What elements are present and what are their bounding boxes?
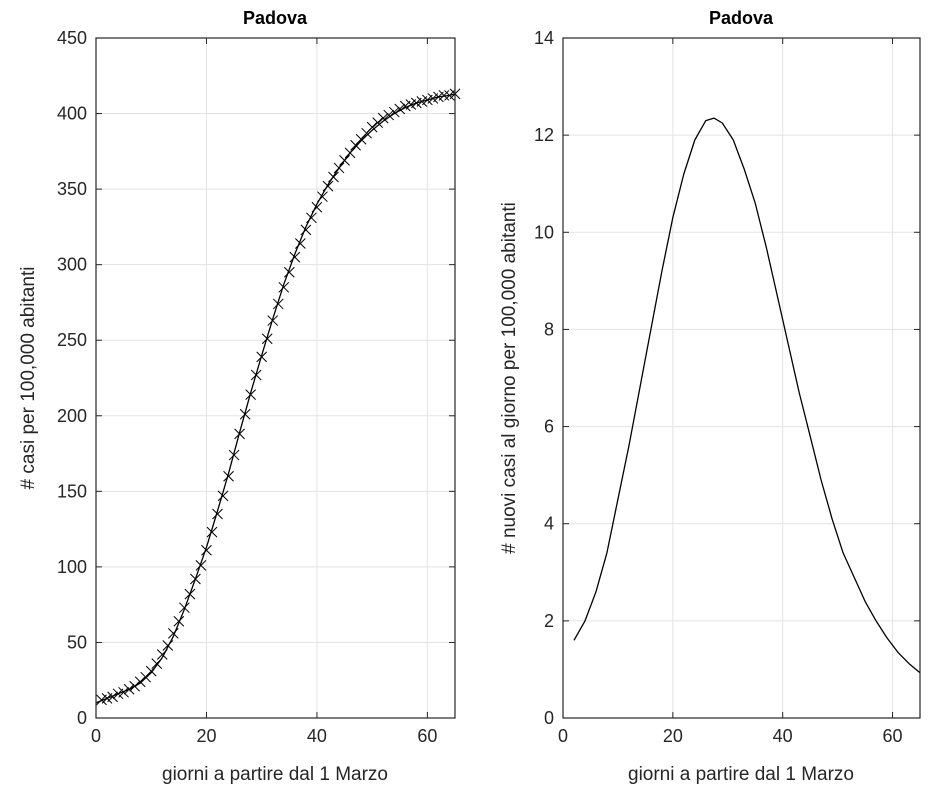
data-point-marker bbox=[162, 640, 174, 651]
axes-box bbox=[562, 37, 921, 719]
chart-title-left: Padova bbox=[243, 8, 308, 28]
x-tick-label: 0 bbox=[558, 726, 568, 746]
data-point-marker bbox=[217, 490, 229, 502]
y-tick-label: 300 bbox=[57, 255, 87, 275]
data-point-marker bbox=[438, 90, 450, 101]
y-tick-label: 400 bbox=[57, 104, 87, 124]
data-point-marker bbox=[278, 281, 290, 293]
y-axis-label-left: # casi per 100,000 abitanti bbox=[18, 267, 39, 490]
y-tick-label: 4 bbox=[544, 514, 554, 534]
series-line-fit bbox=[95, 93, 456, 704]
x-tick-label: 60 bbox=[417, 726, 437, 746]
y-tick-label: 12 bbox=[534, 125, 554, 145]
data-point-marker bbox=[283, 266, 295, 278]
data-point-marker bbox=[201, 544, 212, 556]
y-tick-label: 350 bbox=[57, 179, 87, 199]
y-axis-label-right: # nuovi casi al giorno per 100,000 abita… bbox=[499, 202, 520, 554]
x-tick-label: 20 bbox=[663, 726, 683, 746]
data-point-marker bbox=[107, 691, 118, 703]
y-tick-label: 450 bbox=[57, 28, 87, 48]
data-point-marker bbox=[212, 508, 223, 520]
y-tick-label: 150 bbox=[57, 481, 87, 501]
y-tick-label: 10 bbox=[534, 222, 554, 242]
y-tick-label: 2 bbox=[544, 611, 554, 631]
x-axis-label-left: giorni a partire dal 1 Marzo bbox=[162, 764, 388, 785]
x-tick-label: 40 bbox=[773, 726, 793, 746]
data-point-marker bbox=[289, 251, 301, 263]
data-point-marker bbox=[383, 109, 395, 121]
x-axis-label-right: giorni a partire dal 1 Marzo bbox=[628, 764, 854, 785]
axes-daily-new-cases: 0 20 40 60 0 2 4 6 8 10 12 14 Padova giorni a partire… bbox=[499, 8, 921, 785]
y-tick-label: 6 bbox=[544, 417, 554, 437]
y-tick-label: 0 bbox=[77, 708, 87, 728]
x-tick-label: 20 bbox=[196, 726, 216, 746]
y-tick-label: 200 bbox=[57, 406, 87, 426]
y-tick-label: 8 bbox=[544, 319, 554, 339]
y-tick-label: 14 bbox=[534, 28, 554, 48]
data-point-marker bbox=[295, 238, 306, 249]
data-point-marker bbox=[272, 298, 284, 310]
data-point-marker bbox=[118, 686, 129, 698]
data-point-marker bbox=[206, 526, 218, 538]
data-point-marker bbox=[300, 224, 312, 236]
plot-area bbox=[96, 38, 455, 718]
y-tick-label: 250 bbox=[57, 330, 87, 350]
series-line-nuovi-casi bbox=[573, 117, 921, 674]
y-tick-label: 100 bbox=[57, 557, 87, 577]
x-tick-label: 40 bbox=[307, 726, 327, 746]
x-tick-label: 0 bbox=[91, 726, 101, 746]
y-tick-label: 0 bbox=[544, 708, 554, 728]
data-point-marker bbox=[377, 112, 389, 124]
axes-box bbox=[95, 37, 456, 719]
chart-title-right: Padova bbox=[709, 8, 774, 28]
plot-area bbox=[563, 38, 920, 718]
data-point-marker bbox=[167, 628, 179, 639]
data-point-marker bbox=[372, 117, 384, 128]
axes-cumulative-cases: 0 20 40 60 0 50 100 150 200 250 300 350 400 450 Padova… bbox=[18, 8, 461, 785]
data-point-marker bbox=[223, 470, 234, 482]
x-tick-label: 60 bbox=[883, 726, 903, 746]
y-tick-label: 50 bbox=[67, 632, 87, 652]
data-point-marker bbox=[195, 560, 207, 571]
data-point-marker bbox=[366, 121, 378, 133]
